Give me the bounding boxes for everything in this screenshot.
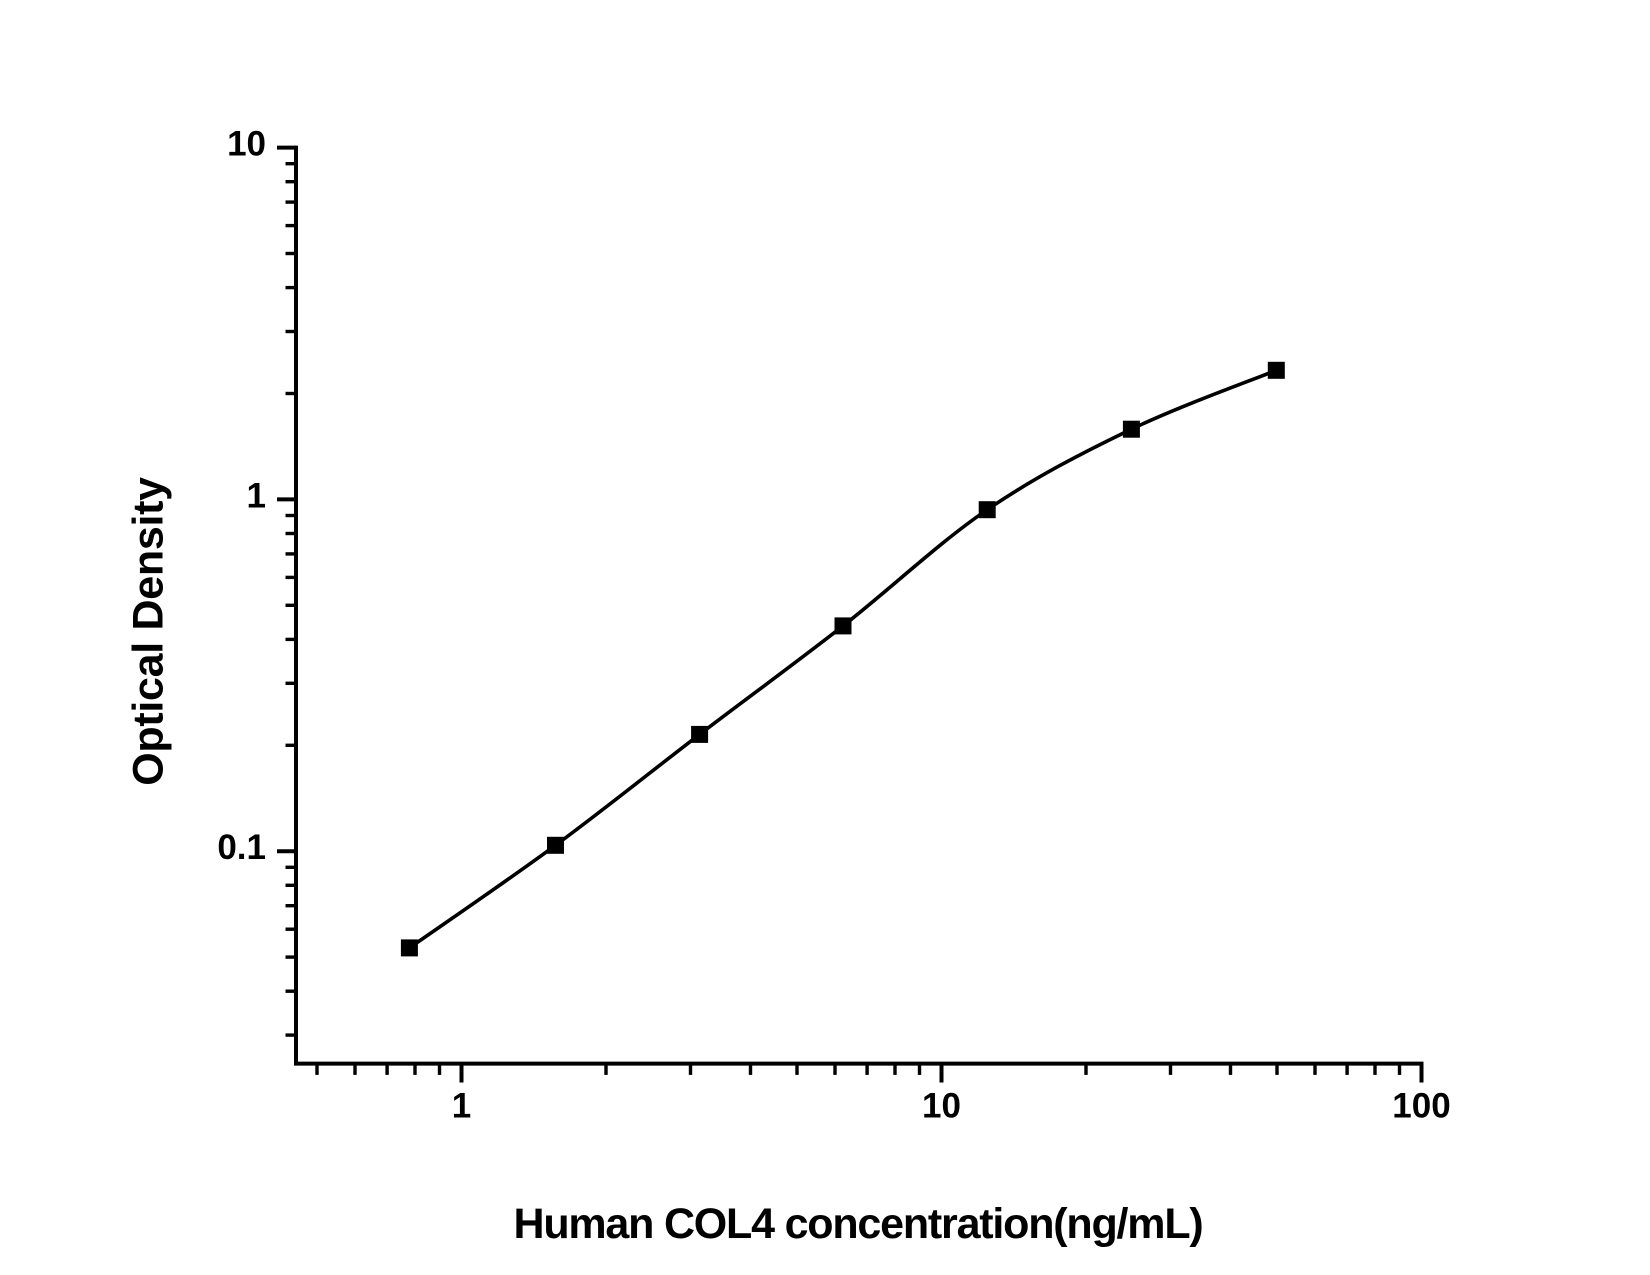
svg-text:100: 100: [1392, 1087, 1450, 1126]
svg-text:1: 1: [247, 476, 266, 515]
svg-text:Human COL4 concentration(ng/mL: Human COL4 concentration(ng/mL): [513, 1200, 1202, 1248]
svg-text:1: 1: [452, 1087, 471, 1126]
svg-text:Optical Density: Optical Density: [125, 477, 173, 786]
svg-text:10: 10: [922, 1087, 961, 1126]
svg-text:10: 10: [227, 125, 266, 164]
svg-text:0.1: 0.1: [217, 828, 266, 867]
